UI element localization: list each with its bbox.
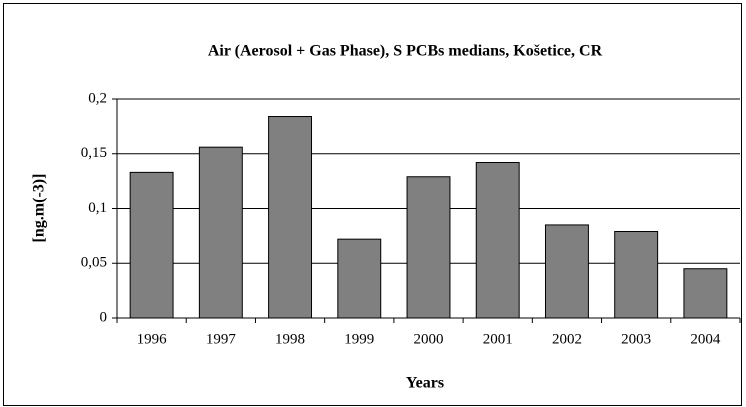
- bar: [337, 238, 382, 319]
- bar: [614, 230, 659, 319]
- x-tick-label: 1999: [344, 331, 374, 347]
- x-tick-label: 1996: [137, 331, 168, 347]
- x-tick-label: 2002: [552, 331, 582, 347]
- x-tick-label: 1998: [275, 331, 305, 347]
- x-tick-label: 2001: [483, 331, 513, 347]
- y-tick-label: 0,2: [88, 90, 107, 106]
- chart-border: [3, 3, 742, 406]
- bar: [683, 268, 728, 319]
- bar: [198, 146, 243, 319]
- y-tick-label: 0,1: [88, 200, 107, 216]
- y-tick-label: 0,15: [81, 145, 107, 161]
- chart-title: Air (Aerosol + Gas Phase), S PCBs median…: [208, 43, 603, 60]
- bar: [268, 116, 313, 319]
- x-tick-label: 2000: [414, 331, 444, 347]
- bar: [544, 224, 589, 319]
- bar: [406, 176, 451, 319]
- x-axis-label: Years: [406, 375, 444, 392]
- x-tick-label: 1997: [206, 331, 237, 347]
- x-tick-label: 2004: [690, 331, 721, 347]
- bar: [475, 162, 520, 319]
- bar: [129, 171, 174, 319]
- y-axis-label: [ng.m(-3)]: [31, 174, 48, 243]
- y-tick-label: 0,05: [81, 255, 107, 271]
- y-tick-label: 0: [100, 309, 108, 325]
- x-tick-label: 2003: [621, 331, 651, 347]
